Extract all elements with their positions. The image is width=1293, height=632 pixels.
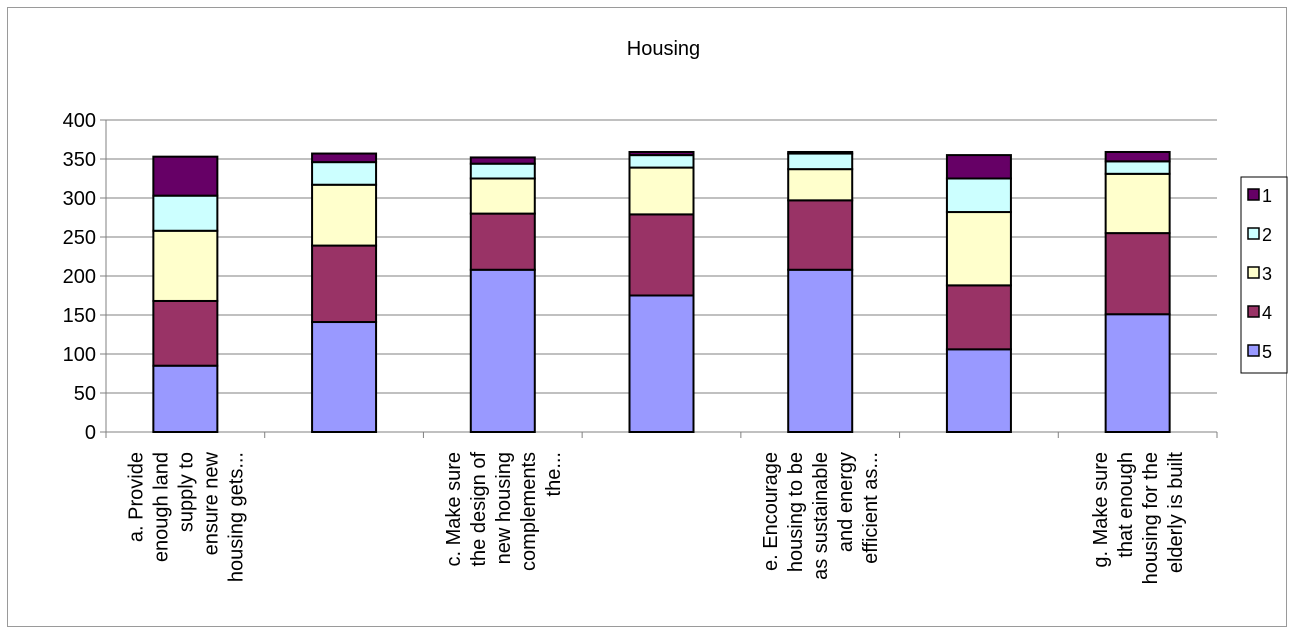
x-category-label-line: new housing [493,452,515,564]
legend-swatch-4 [1247,305,1260,318]
bar-segment-3 [311,183,378,247]
x-category-label-line: enough land [150,452,172,562]
bar-segment-1 [152,155,219,197]
bar-segment-3 [787,168,854,202]
bar-segment-3 [945,211,1012,287]
y-tick-label: 0 [85,422,96,444]
legend-label: 3 [1262,264,1272,284]
y-tick-label: 300 [63,188,96,210]
x-category-label: e. Encourage housing to be as sustainable a… [760,452,882,580]
y-tick-label: 250 [63,227,96,249]
y-tick-label: 400 [63,110,96,132]
x-category-label-line: as sustainable [810,452,832,580]
x-category-label-line: c. Make sure [443,452,465,566]
legend-swatch-1 [1247,188,1260,201]
x-category-label-line: elderly is built [1165,452,1187,574]
x-category-label-line: the... [543,452,565,496]
y-tick-label: 100 [63,344,96,366]
x-category-label-line: housing for the [1140,452,1162,584]
bar-segment-2 [1104,160,1171,175]
bar-segment-5 [469,268,536,434]
x-category-label-line: e. Encourage [760,452,782,571]
bar-segment-1 [1104,150,1171,163]
y-tick-label: 200 [63,266,96,288]
x-category-label-line: and energy [835,452,857,552]
x-category-label-line: housing to be [785,452,807,572]
bar-segment-2 [311,161,378,186]
x-category-label-line: complements [518,452,540,571]
bar-segment-5 [787,268,854,434]
bar-segment-2 [945,177,1012,214]
bar-segment-5 [152,364,219,434]
bar-segment-2 [469,162,536,180]
legend-label: 5 [1262,342,1272,362]
legend-label: 1 [1262,186,1272,206]
legend-label: 4 [1262,303,1272,323]
bar-segment-3 [152,229,219,302]
bar-segment-4 [311,244,378,324]
bar-segment-1 [628,150,695,157]
legend-swatch-2 [1247,227,1260,240]
bar-segment-3 [628,166,695,216]
bar-segment-3 [1104,172,1171,235]
bar-segment-2 [787,152,854,171]
bar-segment-4 [152,299,219,367]
bar-segment-4 [787,199,854,271]
bar-segment-3 [469,177,536,215]
x-category-label-line: efficient as... [860,452,882,564]
x-category-label-line: the design of [468,452,490,567]
bar-segment-1 [469,156,536,165]
y-tick-label: 150 [63,305,96,327]
bar-segment-5 [628,294,695,433]
bar-segment-1 [311,152,378,164]
x-category-label: g. Make sure that enough housing for the el… [1090,452,1187,585]
x-category-label-line: that enough [1115,452,1137,558]
bar-segment-2 [152,194,219,232]
legend-swatch-3 [1247,266,1260,279]
legend-label: 2 [1262,225,1272,245]
x-category-label-line: ensure new [200,451,222,555]
bar-segment-4 [628,213,695,297]
legend-swatch-5 [1247,344,1260,357]
x-category-label-line: housing gets... [225,452,247,582]
bar-segment-5 [945,348,1012,434]
chart-title: Housing [627,38,700,60]
bar-segment-5 [1104,313,1171,433]
bar-segment-5 [311,321,378,433]
y-tick-label: 350 [63,149,96,171]
bar-segment-2 [628,154,695,169]
bar-segment-1 [945,154,1012,180]
x-category-label-line: g. Make sure [1090,452,1112,568]
y-tick-label: 50 [74,383,96,405]
bar-segment-4 [1104,232,1171,316]
bar-segment-4 [945,284,1012,351]
x-category-label: c. Make sure the design of new housing comp… [443,452,565,571]
x-category-label-line: a. Provide [125,452,147,542]
bar-segment-1 [787,150,854,155]
bar-segment-4 [469,212,536,271]
x-category-label-line: supply to [175,452,197,532]
x-category-label: a. Provide enough land supply to ensure new… [125,451,247,582]
